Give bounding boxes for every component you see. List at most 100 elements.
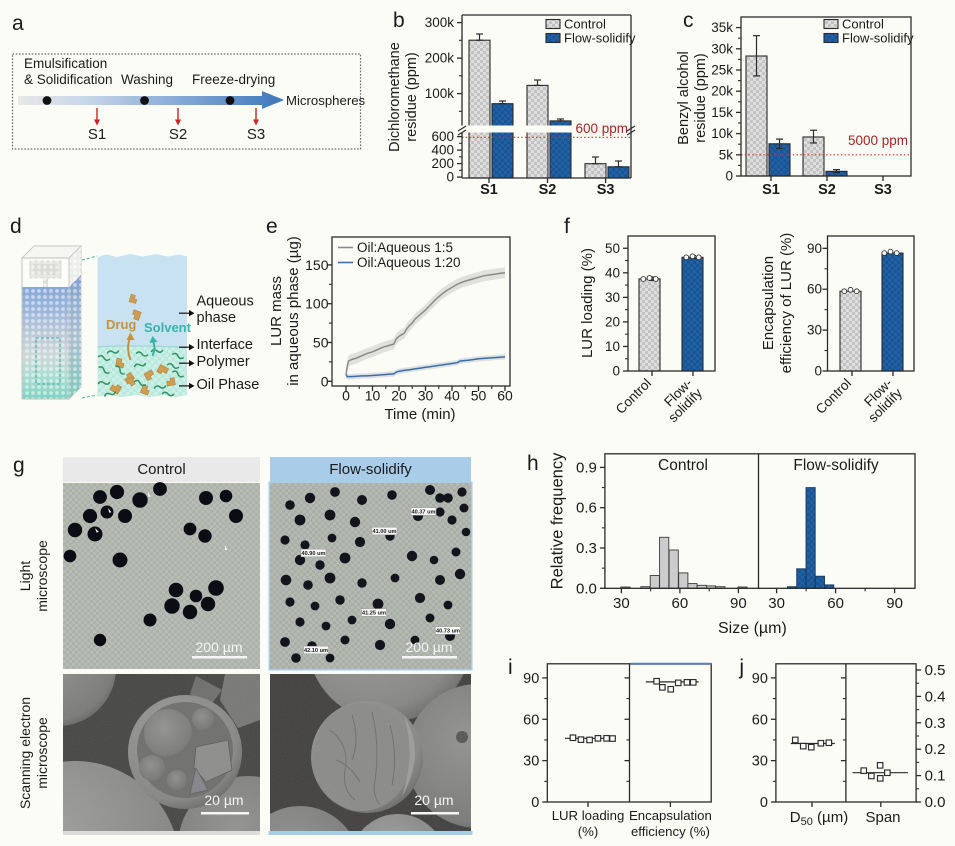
svg-text:60: 60: [807, 282, 822, 297]
svg-text:600: 600: [431, 129, 454, 144]
svg-text:Emulsification: Emulsification: [24, 56, 107, 71]
svg-text:Flow-solidify: Flow-solidify: [564, 31, 636, 46]
svg-text:100k: 100k: [425, 86, 455, 101]
svg-text:Microspheres: Microspheres: [286, 93, 366, 108]
svg-text:Flow-solidify: Flow-solidify: [793, 457, 879, 474]
svg-text:microscope: microscope: [34, 717, 50, 789]
svg-text:0: 0: [814, 364, 822, 379]
svg-text:Flow-solidify: Flow-solidify: [855, 375, 905, 425]
svg-text:efficiency of LUR (%): efficiency of LUR (%): [778, 233, 795, 374]
svg-text:b: b: [393, 9, 405, 32]
svg-text:10k: 10k: [711, 126, 733, 141]
svg-text:& Solidification: & Solidification: [24, 72, 113, 87]
svg-text:15k: 15k: [711, 105, 733, 120]
svg-text:0.1: 0.1: [925, 768, 946, 785]
svg-text:Control: Control: [658, 457, 708, 474]
svg-text:S3: S3: [874, 182, 892, 198]
svg-text:Encapsulation: Encapsulation: [760, 256, 777, 350]
svg-text:40: 40: [605, 265, 620, 280]
svg-text:0.6: 0.6: [576, 500, 597, 517]
svg-text:0.0: 0.0: [925, 794, 946, 811]
svg-text:60: 60: [827, 595, 844, 612]
svg-text:g: g: [13, 454, 25, 477]
svg-text:Solvent: Solvent: [144, 320, 192, 335]
svg-text:0.9: 0.9: [576, 459, 597, 476]
svg-text:150: 150: [305, 257, 329, 273]
svg-text:0.3: 0.3: [925, 715, 946, 732]
svg-text:0: 0: [446, 170, 454, 185]
svg-text:90: 90: [807, 241, 822, 256]
svg-text:c: c: [683, 9, 694, 32]
svg-text:0: 0: [760, 795, 768, 811]
svg-text:Flow-solidify: Flow-solidify: [655, 375, 705, 425]
svg-text:Control: Control: [842, 17, 884, 32]
svg-text:0: 0: [725, 169, 733, 184]
svg-text:30k: 30k: [711, 41, 733, 56]
svg-text:Relative frequency: Relative frequency: [549, 452, 567, 589]
svg-text:Size (µm): Size (µm): [718, 620, 787, 637]
svg-text:phase: phase: [197, 310, 237, 326]
svg-text:D50 (µm): D50 (µm): [790, 809, 848, 828]
svg-text:200 µm: 200 µm: [196, 639, 243, 655]
svg-text:S3: S3: [597, 182, 615, 198]
svg-text:Polymer: Polymer: [197, 354, 250, 370]
svg-text:Drug: Drug: [106, 317, 136, 332]
svg-text:Dichloromethane: Dichloromethane: [387, 42, 403, 152]
svg-text:0.4: 0.4: [925, 688, 946, 705]
svg-text:30: 30: [807, 323, 822, 338]
svg-text:30: 30: [605, 290, 620, 305]
svg-text:90: 90: [730, 595, 747, 612]
svg-text:e: e: [266, 215, 278, 238]
svg-text:90: 90: [752, 671, 768, 687]
svg-text:LUR loading: LUR loading: [552, 808, 625, 823]
svg-text:30: 30: [613, 595, 630, 612]
svg-text:Freeze-drying: Freeze-drying: [192, 72, 275, 87]
svg-text:Control: Control: [813, 376, 854, 417]
svg-text:residue (ppm): residue (ppm): [693, 53, 709, 142]
svg-text:d: d: [10, 215, 22, 238]
svg-text:41.25 um: 41.25 um: [362, 611, 386, 617]
svg-text:Aqueous: Aqueous: [197, 294, 254, 310]
svg-text:30: 30: [418, 388, 434, 404]
svg-text:40.90 um: 40.90 um: [302, 551, 326, 557]
svg-text:20k: 20k: [711, 84, 733, 99]
svg-text:200 µm: 200 µm: [406, 639, 453, 655]
svg-text:Flow-solidify: Flow-solidify: [329, 461, 412, 478]
svg-text:Oil:Aqueous 1:5: Oil:Aqueous 1:5: [357, 240, 453, 255]
svg-text:i: i: [508, 656, 513, 679]
svg-text:Encapsulation: Encapsulation: [629, 808, 712, 823]
svg-text:Span: Span: [865, 809, 900, 826]
svg-text:Control: Control: [564, 17, 606, 32]
svg-text:10: 10: [605, 339, 620, 354]
svg-text:40: 40: [444, 388, 460, 404]
svg-text:60: 60: [497, 388, 513, 404]
svg-text:0.3: 0.3: [576, 540, 597, 557]
svg-text:0: 0: [612, 364, 620, 379]
svg-text:41.00 um: 41.00 um: [373, 529, 397, 535]
svg-text:20 µm: 20 µm: [204, 792, 243, 808]
svg-text:40.73 um: 40.73 um: [436, 629, 460, 635]
svg-text:Light: Light: [17, 561, 33, 591]
svg-text:35k: 35k: [711, 20, 733, 35]
svg-text:0.0: 0.0: [576, 580, 597, 597]
svg-text:in aqueous phase (µg): in aqueous phase (µg): [285, 236, 302, 386]
svg-text:Control: Control: [137, 461, 185, 478]
svg-text:j: j: [738, 656, 744, 679]
svg-text:20: 20: [391, 388, 407, 404]
svg-text:Flow-solidify: Flow-solidify: [842, 31, 914, 46]
svg-text:30: 30: [768, 595, 785, 612]
svg-text:0: 0: [342, 388, 350, 404]
svg-text:Oil:Aqueous 1:20: Oil:Aqueous 1:20: [357, 255, 461, 270]
svg-text:S1: S1: [480, 182, 498, 198]
svg-text:600 ppm: 600 ppm: [575, 121, 628, 136]
svg-text:20: 20: [605, 314, 620, 329]
svg-text:90: 90: [523, 671, 539, 687]
svg-text:400: 400: [431, 143, 454, 158]
svg-text:S1: S1: [762, 182, 780, 198]
svg-text:90: 90: [886, 595, 903, 612]
svg-text:40.37 um: 40.37 um: [412, 510, 436, 516]
svg-text:10: 10: [365, 388, 381, 404]
svg-text:42.10 um: 42.10 um: [304, 648, 328, 654]
svg-text:Oil Phase: Oil Phase: [197, 377, 260, 393]
svg-text:efficiency (%): efficiency (%): [631, 824, 710, 839]
